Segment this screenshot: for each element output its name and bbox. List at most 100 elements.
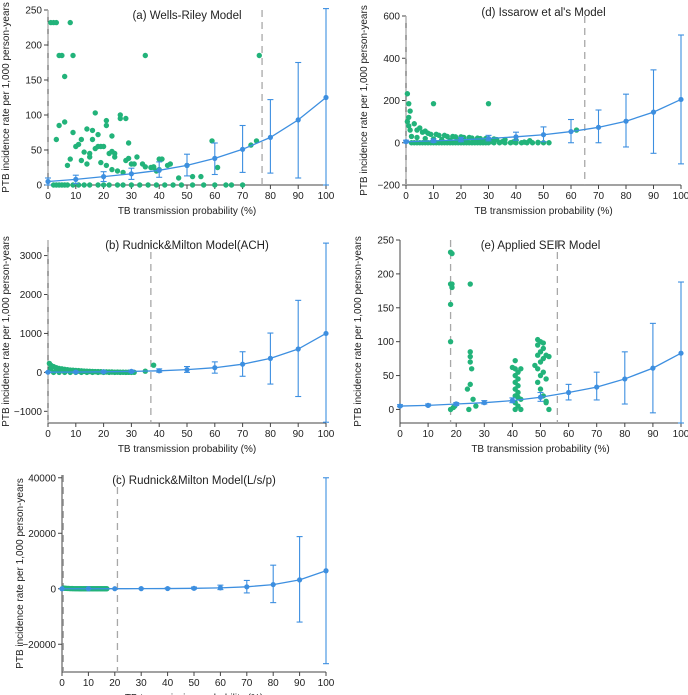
y-tick-label: 200 (25, 41, 42, 52)
y-tick-label: 250 (377, 236, 394, 247)
y-tick-label: 600 (383, 12, 400, 23)
observed-point (537, 386, 544, 392)
model-point (453, 401, 459, 407)
observed-point (84, 161, 90, 167)
x-tick-label: 50 (538, 191, 550, 202)
observed-point (103, 162, 110, 169)
observed-point (53, 136, 60, 143)
model-point (156, 368, 162, 374)
observed-point (134, 154, 140, 160)
observed-point (515, 389, 521, 396)
model-point (244, 584, 250, 590)
observed-point (106, 182, 112, 188)
observed-point (419, 129, 426, 135)
observed-point (449, 281, 455, 287)
observed-point (543, 398, 549, 405)
x-tick-label: 40 (154, 429, 166, 440)
x-tick-label: 90 (648, 191, 660, 202)
x-tick-label: 20 (109, 678, 121, 689)
observed-point (425, 130, 431, 136)
model-point (403, 139, 409, 145)
observed-point (67, 19, 73, 26)
model-point (623, 118, 629, 124)
model-point (594, 384, 600, 390)
observed-point (117, 112, 123, 118)
observed-point (406, 123, 412, 129)
observed-point (546, 406, 552, 413)
observed-point (120, 169, 126, 176)
observed-point (142, 52, 148, 59)
x-tick-label: 50 (188, 678, 200, 689)
model-point (73, 176, 79, 182)
x-tick-label: 50 (535, 429, 547, 440)
panel-title: (b) Rudnick&Milton Model(ACH) (105, 240, 269, 252)
observed-point (100, 143, 107, 150)
model-point (101, 369, 107, 375)
observed-point (546, 353, 552, 360)
x-tick-label: 100 (673, 429, 688, 440)
x-tick-label: 60 (563, 429, 575, 440)
observed-point (48, 365, 54, 372)
panel-title: (c) Rudnick&Milton Model(L/s/p) (112, 475, 276, 487)
observed-point (447, 338, 454, 345)
y-axis-title: PTB incidence rate per 1,000 person-year… (15, 478, 26, 669)
model-point (156, 167, 162, 173)
x-tick-label: 80 (268, 678, 280, 689)
x-tick-label: 10 (70, 429, 82, 440)
observed-point (404, 91, 411, 97)
y-tick-label: 150 (377, 303, 394, 314)
y-tick-label: 50 (31, 146, 43, 157)
y-tick-label: 3000 (20, 251, 43, 262)
panel-b: 0 10 20 30 40 50 60 70 80 90 100−10000100020003000… (1, 236, 335, 455)
model-point (397, 403, 403, 409)
observed-point (109, 133, 115, 139)
x-tick-label: 100 (673, 191, 688, 202)
model-point (240, 361, 246, 367)
model-point (430, 138, 437, 144)
x-tick-label: 50 (181, 191, 193, 202)
observed-point (422, 135, 428, 142)
observed-point (61, 119, 68, 125)
observed-point (123, 115, 129, 122)
observed-point (228, 182, 235, 188)
y-axis-title: PTB incidence rate per 1,000 person-year… (359, 5, 370, 196)
observed-point (150, 362, 157, 368)
observed-point (67, 156, 73, 162)
model-point (45, 369, 51, 375)
y-tick-label: −1000 (14, 407, 43, 418)
observed-point (78, 136, 85, 143)
observed-point (467, 349, 473, 355)
observed-point (407, 108, 413, 114)
observed-point (56, 122, 62, 129)
model-point (650, 109, 657, 115)
y-tick-label: 2000 (20, 290, 43, 301)
observed-point (512, 357, 518, 364)
y-tick-label: 100 (377, 337, 394, 348)
y-tick-label: 150 (25, 76, 42, 87)
x-axis-title: TB transmission probability (%) (474, 206, 612, 217)
observed-point (170, 182, 176, 188)
observed-point (128, 182, 135, 188)
observed-point (114, 182, 121, 188)
observed-point (178, 182, 185, 188)
observed-point (142, 164, 148, 170)
model-point (270, 581, 276, 588)
observed-point (98, 159, 104, 166)
observed-point (64, 162, 71, 169)
model-point (568, 128, 574, 135)
observed-point (534, 379, 541, 386)
model-point (85, 586, 91, 592)
x-tick-label: 30 (483, 191, 495, 202)
observed-point (480, 138, 486, 145)
model-point (212, 155, 218, 161)
x-tick-label: 100 (318, 429, 335, 440)
y-tick-label: 0 (50, 584, 56, 595)
y-tick-label: 200 (383, 96, 400, 107)
observed-point (189, 182, 196, 188)
observed-point (75, 141, 82, 148)
model-point (678, 96, 684, 103)
model-point (622, 376, 628, 382)
observed-point (467, 359, 473, 365)
observed-point (212, 182, 218, 188)
model-point (566, 389, 572, 396)
